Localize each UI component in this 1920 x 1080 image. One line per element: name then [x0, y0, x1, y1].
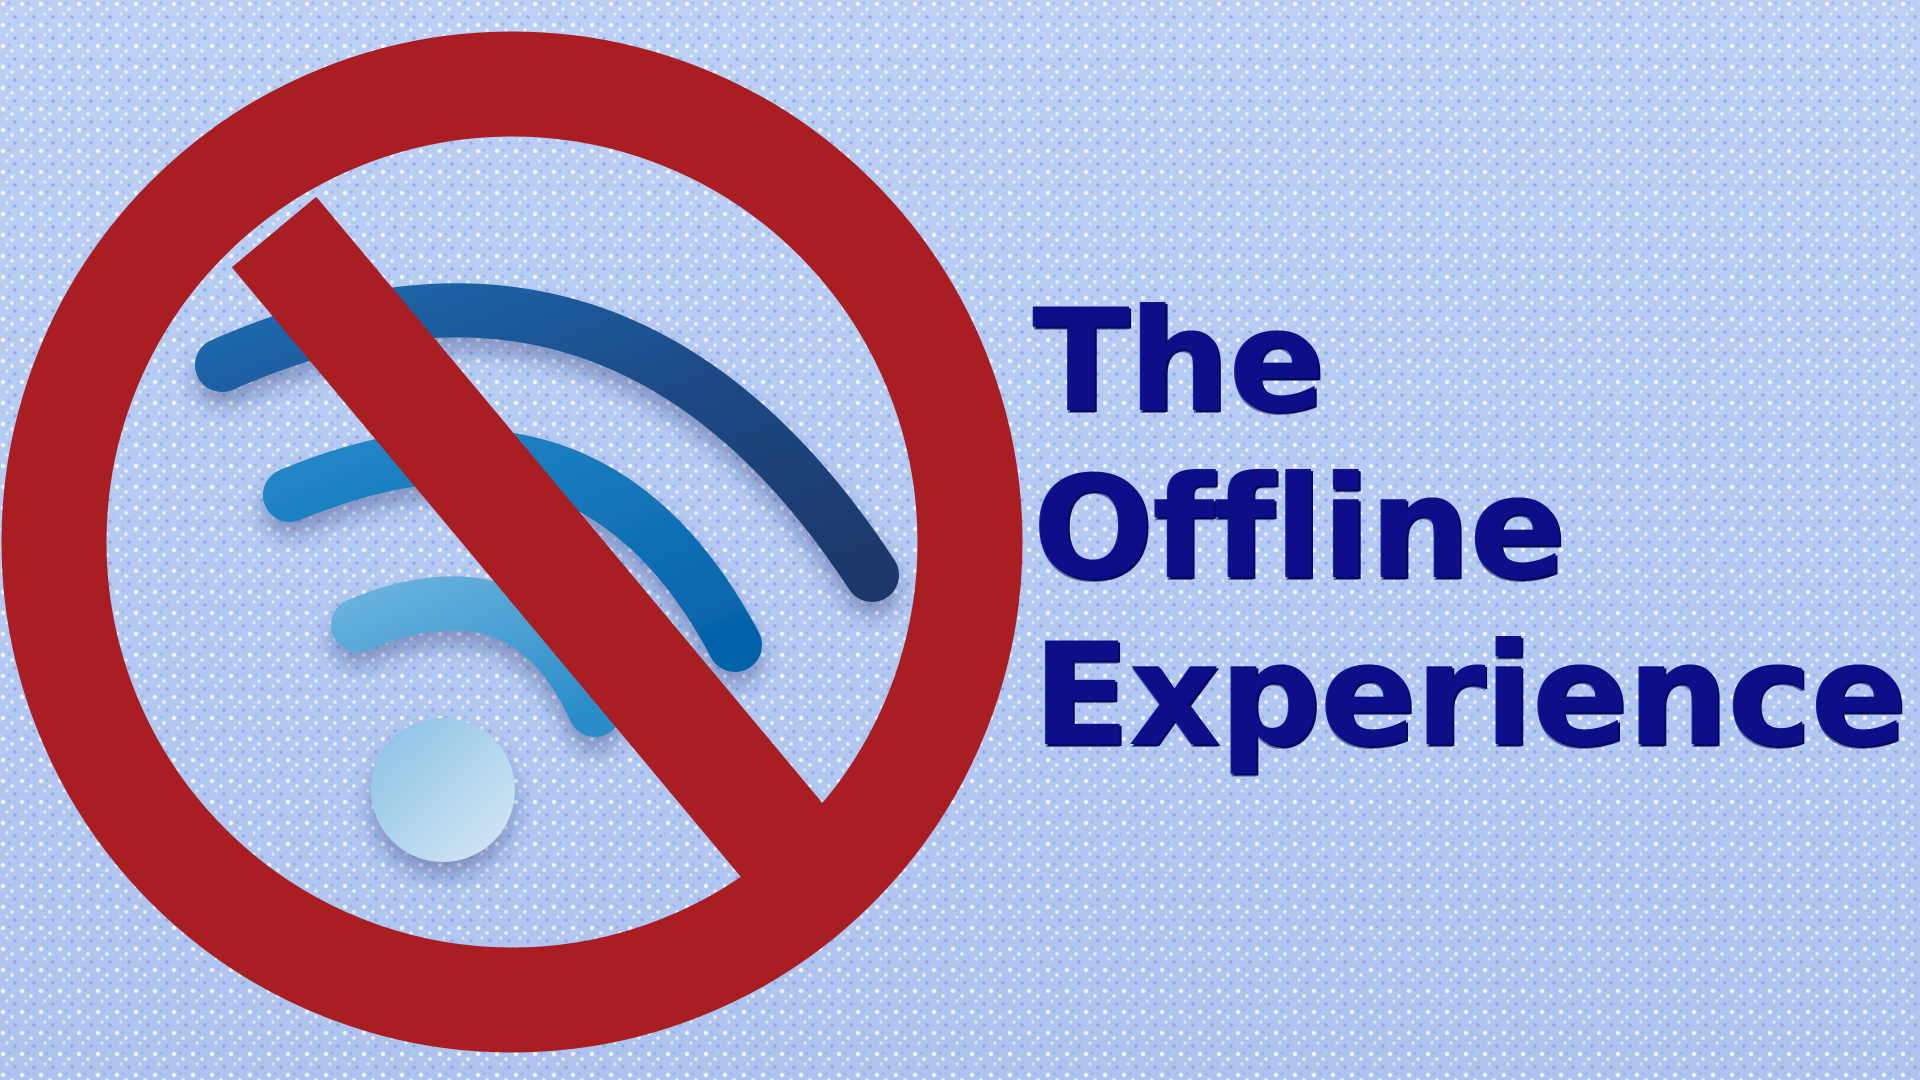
title-line-offline: Offline [1033, 446, 1566, 611]
prohibition-icon [1, 31, 1023, 1053]
wifi-dot [371, 718, 515, 862]
title-line-the: The [1033, 279, 1325, 444]
prohibition-ring [1, 31, 1023, 1053]
title: The Offline Experience [1033, 278, 1907, 779]
title-line-experience: Experience [1033, 613, 1907, 778]
prohibition-slash [231, 196, 833, 886]
no-wifi-logo [1, 31, 1023, 1053]
wifi-arc-middle [263, 428, 762, 672]
